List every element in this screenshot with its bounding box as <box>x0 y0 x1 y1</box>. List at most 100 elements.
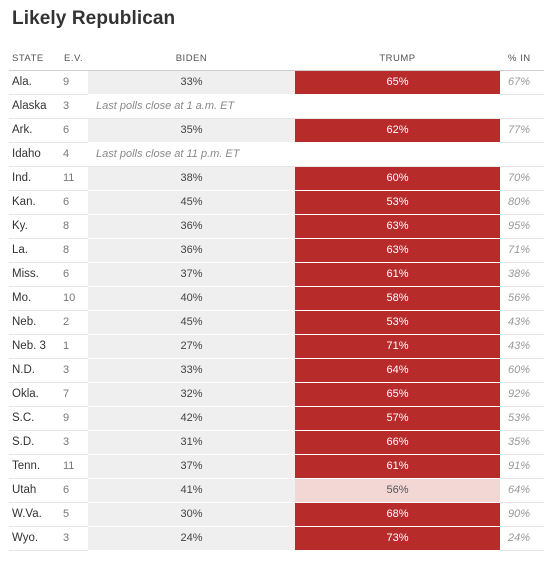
table-row: Mo. 10 40% 58% 56% <box>9 286 544 311</box>
trump-cell: 64% <box>295 358 500 383</box>
state-cell: La. <box>9 238 61 263</box>
biden-cell: 38% <box>88 166 295 191</box>
table-row: Tenn. 11 37% 61% 91% <box>9 454 544 479</box>
table-row: Kan. 6 45% 53% 80% <box>9 190 544 215</box>
header-ev: E.V. <box>61 48 88 71</box>
biden-cell: 40% <box>88 286 295 311</box>
biden-cell: 37% <box>88 454 295 479</box>
pct-in-cell: 56% <box>500 286 544 311</box>
pct-in-cell: 43% <box>500 334 544 359</box>
biden-cell: 37% <box>88 262 295 287</box>
header-pct-in: % IN <box>500 48 544 71</box>
trump-cell: 62% <box>295 118 500 143</box>
page-title: Likely Republican <box>12 8 176 29</box>
state-cell: S.D. <box>9 430 61 455</box>
ev-cell: 6 <box>61 262 88 287</box>
trump-cell: 61% <box>295 454 500 479</box>
trump-cell: 61% <box>295 262 500 287</box>
ev-cell: 8 <box>61 238 88 263</box>
pct-in-cell: 70% <box>500 166 544 191</box>
biden-cell: 30% <box>88 502 295 527</box>
pct-in-cell: 91% <box>500 454 544 479</box>
state-cell: Neb. 3 <box>9 334 61 359</box>
trump-cell: 58% <box>295 286 500 311</box>
table-row: Neb. 3 1 27% 71% 43% <box>9 334 544 359</box>
trump-cell: 57% <box>295 406 500 431</box>
table-row: Ala. 9 33% 65% 67% <box>9 70 544 95</box>
table-row: Alaska 3 Last polls close at 1 a.m. ET <box>9 94 544 119</box>
pct-in-cell: 80% <box>500 190 544 215</box>
biden-cell: 36% <box>88 214 295 239</box>
state-cell: Idaho <box>9 142 61 167</box>
pct-in-cell: 60% <box>500 358 544 383</box>
table-row: Utah 6 41% 56% 64% <box>9 478 544 503</box>
trump-cell: 65% <box>295 382 500 407</box>
trump-cell: 73% <box>295 526 500 551</box>
ev-cell: 7 <box>61 382 88 407</box>
trump-cell: 63% <box>295 238 500 263</box>
ev-cell: 3 <box>61 358 88 383</box>
table-header-row: STATE E.V. BIDEN TRUMP % IN <box>9 48 544 71</box>
table-row: La. 8 36% 63% 71% <box>9 238 544 263</box>
table-row: Idaho 4 Last polls close at 11 p.m. ET <box>9 142 544 167</box>
biden-cell: 33% <box>88 358 295 383</box>
state-cell: N.D. <box>9 358 61 383</box>
table-row: Ind. 11 38% 60% 70% <box>9 166 544 191</box>
ev-cell: 6 <box>61 118 88 143</box>
trump-cell: 53% <box>295 190 500 215</box>
pct-in-cell: 95% <box>500 214 544 239</box>
biden-cell: 42% <box>88 406 295 431</box>
state-cell: Neb. <box>9 310 61 335</box>
table-row: Ky. 8 36% 63% 95% <box>9 214 544 239</box>
ev-cell: 1 <box>61 334 88 359</box>
state-cell: Ky. <box>9 214 61 239</box>
state-cell: Utah <box>9 478 61 503</box>
ev-cell: 6 <box>61 190 88 215</box>
state-cell: Kan. <box>9 190 61 215</box>
table-row: S.D. 3 31% 66% 35% <box>9 430 544 455</box>
ev-cell: 9 <box>61 70 88 95</box>
biden-cell: 45% <box>88 310 295 335</box>
trump-cell: 53% <box>295 310 500 335</box>
pct-in-cell: 35% <box>500 430 544 455</box>
table-row: Wyo. 3 24% 73% 24% <box>9 526 544 551</box>
ev-cell: 9 <box>61 406 88 431</box>
ev-cell: 2 <box>61 310 88 335</box>
pct-in-cell: 90% <box>500 502 544 527</box>
table-row: N.D. 3 33% 64% 60% <box>9 358 544 383</box>
pct-in-cell: 24% <box>500 526 544 551</box>
state-cell: Ala. <box>9 70 61 95</box>
ev-cell: 3 <box>61 94 88 119</box>
table-row: S.C. 9 42% 57% 53% <box>9 406 544 431</box>
state-cell: Ind. <box>9 166 61 191</box>
ev-cell: 10 <box>61 286 88 311</box>
table-body: Ala. 9 33% 65% 67% Alaska 3 Last polls close at… <box>9 70 544 551</box>
state-cell: Ark. <box>9 118 61 143</box>
state-cell: Mo. <box>9 286 61 311</box>
pct-in-cell: 67% <box>500 70 544 95</box>
header-state: STATE <box>9 48 61 71</box>
ev-cell: 6 <box>61 478 88 503</box>
state-cell: S.C. <box>9 406 61 431</box>
pct-in-cell: 64% <box>500 478 544 503</box>
trump-cell: 63% <box>295 214 500 239</box>
header-biden: BIDEN <box>88 48 295 71</box>
poll-close-note: Last polls close at 1 a.m. ET <box>88 94 544 119</box>
biden-cell: 33% <box>88 70 295 95</box>
ev-cell: 11 <box>61 166 88 191</box>
ev-cell: 3 <box>61 430 88 455</box>
trump-cell: 68% <box>295 502 500 527</box>
ev-cell: 3 <box>61 526 88 551</box>
biden-cell: 27% <box>88 334 295 359</box>
pct-in-cell: 43% <box>500 310 544 335</box>
state-cell: Tenn. <box>9 454 61 479</box>
pct-in-cell: 71% <box>500 238 544 263</box>
table-row: Neb. 2 45% 53% 43% <box>9 310 544 335</box>
ev-cell: 8 <box>61 214 88 239</box>
trump-cell: 65% <box>295 70 500 95</box>
biden-cell: 35% <box>88 118 295 143</box>
state-cell: Okla. <box>9 382 61 407</box>
pct-in-cell: 53% <box>500 406 544 431</box>
pct-in-cell: 92% <box>500 382 544 407</box>
table-row: Miss. 6 37% 61% 38% <box>9 262 544 287</box>
